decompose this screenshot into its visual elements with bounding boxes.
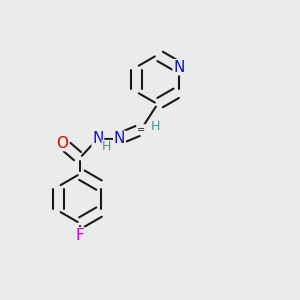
Text: O: O [56, 136, 68, 151]
Text: N: N [114, 131, 125, 146]
Text: N: N [173, 60, 184, 75]
Text: H: H [102, 140, 112, 154]
Text: F: F [75, 228, 84, 243]
Text: =: = [137, 124, 145, 135]
Text: H: H [151, 120, 160, 133]
Text: N: N [92, 131, 103, 146]
